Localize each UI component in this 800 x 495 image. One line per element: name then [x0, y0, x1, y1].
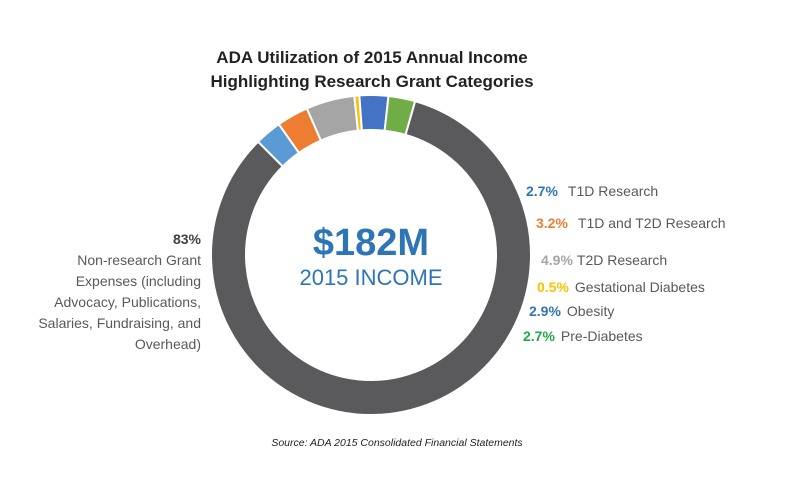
left-label-line: Non-research Grant — [77, 252, 201, 268]
donut-slice-obesity — [358, 94, 390, 132]
right-label-pct: 0.5% — [537, 279, 569, 295]
right-label-pct: 2.9% — [529, 303, 561, 319]
source-note: Source: ADA 2015 Consolidated Financial … — [271, 437, 523, 449]
right-label-pct: 3.2% — [536, 215, 568, 231]
right-label-prediabetes: 2.7% Pre-Diabetes — [523, 328, 643, 344]
right-label-t1d-t2d: 3.2% T1D and T2D Research — [536, 215, 726, 231]
left-label-line: Expenses (including — [76, 273, 201, 289]
right-label-t1d: 2.7% T1D Research — [526, 183, 658, 199]
left-label: 83% Non-research Grant Expenses (includi… — [38, 231, 201, 352]
right-labels: 2.7% T1D Research 3.2% T1D and T2D Researc… — [523, 183, 726, 344]
right-label-gestational: 0.5% Gestational Diabetes — [537, 279, 705, 295]
right-label-pct: 2.7% — [523, 328, 555, 344]
donut-slice-non-research-grant-expenses — [210, 99, 532, 416]
right-label-text: Obesity — [567, 303, 614, 319]
left-label-pct: 83% — [173, 231, 202, 247]
right-label-t2d: 4.9% T2D Research — [541, 252, 667, 268]
left-label-line: Salaries, Fundraising, and — [38, 315, 201, 331]
right-label-text: T2D Research — [577, 252, 667, 268]
center-label: 2015 INCOME — [299, 265, 442, 290]
center-value: $182M — [313, 222, 429, 264]
left-label-line: Overhead) — [135, 336, 201, 352]
right-label-pct: 2.7% — [526, 183, 558, 199]
right-label-obesity: 2.9% Obesity — [529, 303, 614, 319]
right-label-pct: 4.9% — [541, 252, 573, 268]
donut-slices — [210, 94, 532, 416]
donut-slice-pre-diabetes — [383, 94, 417, 137]
chart-title-line-1: ADA Utilization of 2015 Annual Income — [216, 48, 527, 67]
left-label-line: Advocacy, Publications, — [54, 294, 201, 310]
right-label-text: Gestational Diabetes — [575, 279, 705, 295]
chart-title-line-2: Highlighting Research Grant Categories — [210, 72, 533, 91]
right-label-text: Pre-Diabetes — [561, 328, 643, 344]
right-label-text: T1D Research — [568, 183, 658, 199]
right-label-text: T1D and T2D Research — [578, 215, 726, 231]
